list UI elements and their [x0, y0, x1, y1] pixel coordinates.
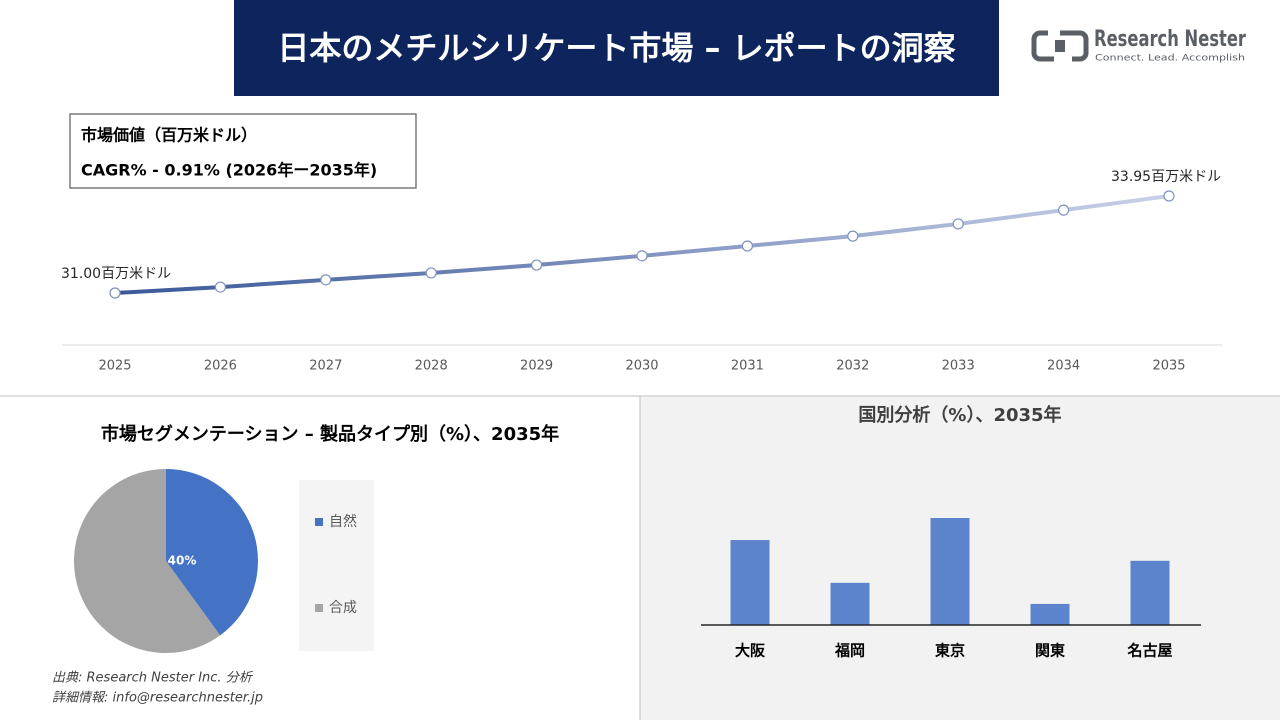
legend-box — [299, 480, 374, 651]
footer-source: 出典: Research Nester Inc. 分析 — [52, 671, 254, 686]
value-label: 31.00百万米ドル — [61, 266, 171, 282]
pie-slice — [166, 469, 259, 636]
x-tick-label: 名古屋 — [1126, 642, 1172, 660]
point — [1163, 190, 1175, 202]
legend-swatch — [315, 604, 323, 612]
value-label: 33.95百万米ドル — [1111, 169, 1221, 185]
x-tick-label: 2035 — [1152, 359, 1185, 374]
bar-chart: 大阪 福岡 東京 関東 名古屋 — [730, 518, 1173, 660]
bar — [1130, 560, 1170, 625]
logo-icon — [1060, 30, 1089, 62]
pie-slice — [74, 469, 221, 653]
x-tick-label: 福岡 — [834, 642, 865, 660]
x-tick-label: 2025 — [98, 359, 131, 374]
logo-icon — [1031, 30, 1054, 62]
x-tick-label: 2033 — [942, 359, 975, 374]
line — [114, 194, 1170, 295]
header-band — [234, 0, 999, 96]
x-tick-label: 2034 — [1047, 359, 1080, 374]
line-subtitle: 市場価値（百万米ドル） — [81, 126, 257, 145]
footer-contact: 詳細情報: info@researchnester.jp — [52, 691, 263, 706]
info-box — [69, 113, 417, 189]
point — [847, 230, 859, 242]
bar — [830, 582, 870, 625]
logo-tagline: Connect. Lead. Accomplish — [1095, 54, 1245, 64]
point — [425, 267, 437, 279]
point — [636, 250, 648, 262]
header-title: 日本のメチルシリケート市場 – レポートの洞察 — [277, 29, 956, 67]
slice-label: 40% — [168, 554, 197, 568]
line-chart: 2025 2026 2027 2028 2029 2030 2031 2032 2033 2034… — [61, 169, 1221, 374]
point — [741, 240, 754, 252]
x-tick-label: 2029 — [520, 359, 553, 374]
bar — [1030, 603, 1070, 625]
bar — [930, 518, 970, 625]
point — [109, 287, 121, 299]
header: 日本のメチルシリケート市場 – レポートの洞察 — [277, 29, 956, 67]
x-tick-label: 2030 — [625, 359, 658, 374]
bar-title: 国別分析（%）、2035年 — [858, 404, 1061, 426]
pie-title: 市場セグメンテーション – 製品タイプ別（%）、2035年 — [100, 424, 560, 445]
x-tick-label: 関東 — [1035, 642, 1065, 660]
x-tick-label: 東京 — [935, 642, 965, 660]
point — [530, 259, 543, 271]
legend-label: 合成 — [329, 600, 357, 616]
point — [1057, 204, 1070, 216]
legend-label: 自然 — [329, 513, 357, 530]
x-tick-label: 大阪 — [735, 642, 766, 660]
logo-icon — [1055, 40, 1065, 52]
x-tick-label: 2028 — [415, 359, 448, 374]
logo-name: Research Nester — [1094, 27, 1246, 52]
legend-swatch — [315, 518, 323, 526]
line-annotation: CAGR% - 0.91% (2026年ー2035年) — [81, 161, 377, 180]
point — [214, 281, 226, 293]
point — [952, 218, 964, 230]
bar — [730, 540, 770, 625]
x-tick-label: 2031 — [731, 359, 764, 374]
pie-title-box: 市場セグメンテーション – 製品タイプ別（%）、2035年 — [100, 424, 560, 445]
point — [320, 274, 332, 286]
x-tick-label: 2026 — [204, 359, 237, 374]
x-tick-label: 2027 — [309, 359, 342, 374]
logo: Research Nester Connect. Lead. Accomplis… — [1031, 27, 1246, 64]
x-tick-label: 2032 — [836, 359, 869, 374]
